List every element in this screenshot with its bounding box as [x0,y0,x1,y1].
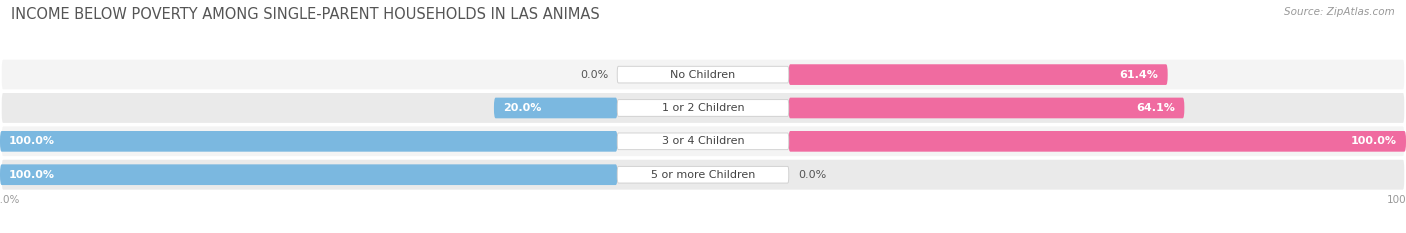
FancyBboxPatch shape [0,125,1406,158]
Text: 3 or 4 Children: 3 or 4 Children [662,136,744,146]
FancyBboxPatch shape [789,64,1167,85]
FancyBboxPatch shape [617,133,789,150]
FancyBboxPatch shape [0,158,1406,191]
Text: 1 or 2 Children: 1 or 2 Children [662,103,744,113]
Text: 100.0%: 100.0% [0,195,20,205]
Text: 5 or more Children: 5 or more Children [651,170,755,180]
Text: No Children: No Children [671,70,735,80]
Text: 20.0%: 20.0% [503,103,541,113]
FancyBboxPatch shape [0,131,617,152]
Text: Source: ZipAtlas.com: Source: ZipAtlas.com [1284,7,1395,17]
Text: 100.0%: 100.0% [10,170,55,180]
Text: 61.4%: 61.4% [1119,70,1159,80]
FancyBboxPatch shape [617,100,789,116]
FancyBboxPatch shape [617,166,789,183]
FancyBboxPatch shape [789,131,1406,152]
FancyBboxPatch shape [0,91,1406,125]
FancyBboxPatch shape [494,98,617,118]
Text: 64.1%: 64.1% [1136,103,1175,113]
FancyBboxPatch shape [0,164,617,185]
FancyBboxPatch shape [789,98,1184,118]
Text: 0.0%: 0.0% [797,170,825,180]
FancyBboxPatch shape [0,58,1406,91]
FancyBboxPatch shape [617,66,789,83]
Text: 100.0%: 100.0% [1351,136,1396,146]
Text: 0.0%: 0.0% [581,70,609,80]
Text: 100.0%: 100.0% [10,136,55,146]
Text: 100.0%: 100.0% [1386,195,1406,205]
Text: INCOME BELOW POVERTY AMONG SINGLE-PARENT HOUSEHOLDS IN LAS ANIMAS: INCOME BELOW POVERTY AMONG SINGLE-PARENT… [11,7,600,22]
